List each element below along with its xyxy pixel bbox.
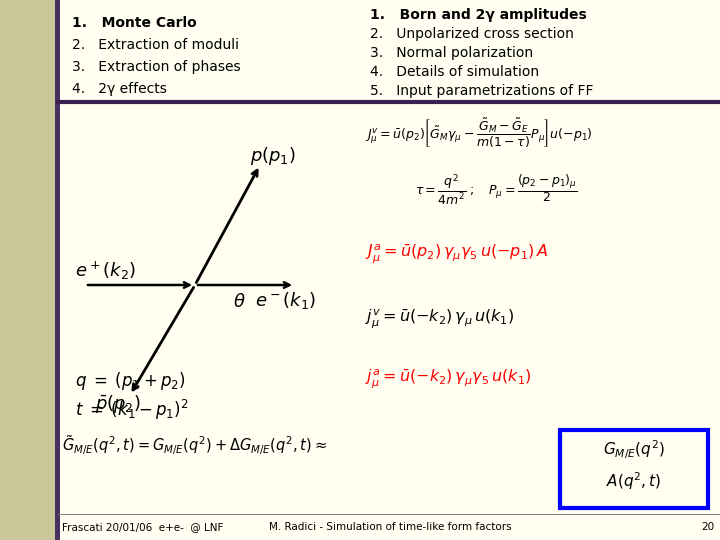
Text: Frascati 20/01/06  e+e-  @ LNF: Frascati 20/01/06 e+e- @ LNF [62, 522, 223, 532]
Bar [560, 430, 708, 508]
Text: $\tilde{G}_{M/E}(q^2,t) = G_{M/E}(q^2)+\Delta G_{M/E}(q^2,t) \approx$: $\tilde{G}_{M/E}(q^2,t) = G_{M/E}(q^2)+\… [62, 433, 327, 457]
Text: $e^+(k_2)$: $e^+(k_2)$ [75, 260, 136, 282]
Bar [55, 0, 60, 540]
Text: $j_\mu^a = \bar{u}(-k_2)\,\gamma_\mu\gamma_5\,u(k_1)$: $j_\mu^a = \bar{u}(-k_2)\,\gamma_\mu\gam… [365, 367, 531, 390]
Text: 1.   Monte Carlo: 1. Monte Carlo [72, 16, 197, 30]
Text: $\tau = \dfrac{q^2}{4m^2}\;;\quad P_\mu = \dfrac{(p_2-p_1)_\mu}{2}$: $\tau = \dfrac{q^2}{4m^2}\;;\quad P_\mu … [415, 172, 578, 207]
Text: 5.   Input parametrizations of FF: 5. Input parametrizations of FF [370, 84, 593, 98]
Text: 3.   Normal polarization: 3. Normal polarization [370, 46, 533, 60]
Text: $q \;=\; (p_1 + p_2)$: $q \;=\; (p_1 + p_2)$ [75, 370, 186, 392]
Text: 4.   2γ effects: 4. 2γ effects [72, 82, 167, 96]
Text: $J_\mu^v = \bar{u}(p_2)\left[\tilde{G}_M \gamma_\mu - \dfrac{\tilde{G}_M - \tild: $J_\mu^v = \bar{u}(p_2)\left[\tilde{G}_M… [365, 117, 593, 151]
Text: $J_\mu^a = \bar{u}(p_2)\,\gamma_\mu\gamma_5\,u(-p_1)\,A$: $J_\mu^a = \bar{u}(p_2)\,\gamma_\mu\gamm… [365, 242, 549, 265]
Text: 4.   Details of simulation: 4. Details of simulation [370, 65, 539, 79]
Text: $p(p_1)$: $p(p_1)$ [250, 145, 296, 167]
Text: 3.   Extraction of phases: 3. Extraction of phases [72, 60, 240, 74]
Text: $j_\mu^v = \bar{u}(-k_2)\,\gamma_\mu\,u(k_1)$: $j_\mu^v = \bar{u}(-k_2)\,\gamma_\mu\,u(… [365, 307, 514, 330]
Text: $t \;=\; (k_1 - p_1)^2$: $t \;=\; (k_1 - p_1)^2$ [75, 398, 189, 422]
Text: 1.   Born and 2γ amplitudes: 1. Born and 2γ amplitudes [370, 8, 587, 22]
Bar [0, 0, 58, 540]
Text: 2.   Extraction of moduli: 2. Extraction of moduli [72, 38, 239, 52]
Text: 2.   Unpolarized cross section: 2. Unpolarized cross section [370, 27, 574, 41]
Text: $\bar{p}(p_2)$: $\bar{p}(p_2)$ [95, 393, 141, 415]
Text: $A(q^2,t)$: $A(q^2,t)$ [606, 470, 662, 492]
Text: $\theta$: $\theta$ [233, 293, 246, 311]
Text: $G_{M/E}(q^2)$: $G_{M/E}(q^2)$ [603, 438, 665, 461]
Text: M. Radici - Simulation of time-like form factors: M. Radici - Simulation of time-like form… [269, 522, 511, 532]
Text: $e^-(k_1)$: $e^-(k_1)$ [255, 290, 316, 311]
Text: 20: 20 [701, 522, 714, 532]
